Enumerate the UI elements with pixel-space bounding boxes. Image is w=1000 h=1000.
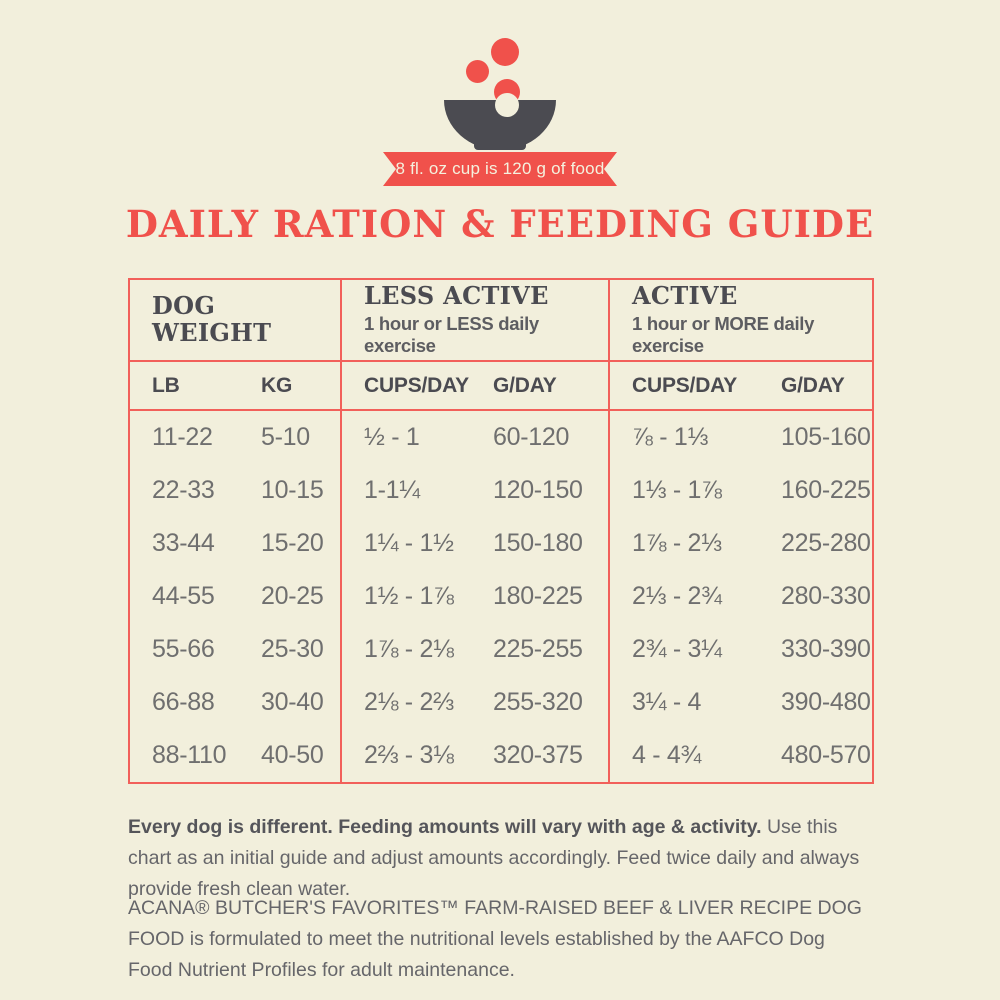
cell-cups-less: 1¼ - 1½ bbox=[340, 517, 471, 570]
cell-kg: 25-30 bbox=[261, 635, 324, 663]
cell-cups-active: 4 - 4¾ bbox=[608, 729, 760, 783]
cell-kg: 15-20 bbox=[261, 529, 324, 557]
col-header-kg: KG bbox=[239, 361, 341, 411]
cell-cups-less: 2⅔ - 3⅛ bbox=[340, 729, 471, 783]
col-header-cups-less: CUPS/DAY bbox=[340, 361, 471, 411]
cell-lb: 88-110 bbox=[152, 741, 227, 769]
cell-cups-active: ⅞ - 1⅓ bbox=[608, 410, 760, 464]
cell-lb: 22-33 bbox=[152, 476, 215, 504]
cell-g-active: 160-225 bbox=[781, 476, 871, 504]
table-row: 33-44 15-20 1¼ - 1½ 150-180 1⅞ - 2⅓ 225-… bbox=[129, 517, 873, 570]
cell-cups-less: 2⅛ - 2⅔ bbox=[340, 676, 471, 729]
less-active-header: LESS ACTIVE bbox=[364, 280, 549, 310]
cell-kg: 20-25 bbox=[261, 582, 324, 610]
cell-cups-less: 1½ - 1⅞ bbox=[340, 570, 471, 623]
cell-g-active: 105-160 bbox=[781, 423, 871, 451]
cell-lb: 11-22 bbox=[152, 423, 213, 451]
table-row: 22-33 10-15 1-1¼ 120-150 1⅓ - 1⅞ 160-225 bbox=[129, 464, 873, 517]
cell-g-active: 330-390 bbox=[781, 635, 871, 663]
cell-g-less: 60-120 bbox=[493, 423, 570, 451]
cell-g-less: 120-150 bbox=[493, 476, 583, 504]
col-group-dog-weight: DOG WEIGHT bbox=[129, 279, 341, 362]
table-row: 44-55 20-25 1½ - 1⅞ 180-225 2⅓ - 2¾ 280-… bbox=[129, 570, 873, 623]
table-row: 11-22 5-10 ½ - 1 60-120 ⅞ - 1⅓ 105-160 bbox=[129, 410, 873, 464]
cell-cups-less: 1⅞ - 2⅛ bbox=[340, 623, 471, 676]
dog-bowl-base bbox=[474, 144, 526, 150]
cup-measure-ribbon: 8 fl. oz cup is 120 g of food bbox=[383, 152, 617, 186]
feeding-note-bold: Every dog is different. Feeding amounts … bbox=[128, 816, 762, 838]
cell-cups-active: 1⅞ - 2⅓ bbox=[608, 517, 760, 570]
table-row: 55-66 25-30 1⅞ - 2⅛ 225-255 2¾ - 3¼ 330-… bbox=[129, 623, 873, 676]
cell-cups-less: ½ - 1 bbox=[340, 410, 471, 464]
cell-cups-active: 3¼ - 4 bbox=[608, 676, 760, 729]
cell-g-less: 150-180 bbox=[493, 529, 583, 557]
cell-kg: 10-15 bbox=[261, 476, 324, 504]
kibble-dot-icon bbox=[466, 60, 489, 83]
col-header-g-less: G/DAY bbox=[471, 361, 610, 411]
col-group-less-active: LESS ACTIVE 1 hour or LESS daily exercis… bbox=[339, 279, 610, 362]
aafco-statement: ACANA® BUTCHER'S FAVORITES™ FARM-RAISED … bbox=[128, 897, 862, 981]
feeding-note: Every dog is different. Feeding amounts … bbox=[128, 812, 872, 904]
cell-g-less: 320-375 bbox=[493, 741, 583, 769]
active-subtitle: 1 hour or MORE daily exercise bbox=[632, 313, 815, 357]
cell-kg: 5-10 bbox=[261, 423, 310, 451]
bowl-rim-notch bbox=[495, 93, 519, 117]
page-title: DAILY RATION & FEEDING GUIDE bbox=[125, 202, 875, 246]
cell-g-active: 225-280 bbox=[781, 529, 871, 557]
col-header-lb: LB bbox=[129, 361, 239, 411]
kibble-dot-icon bbox=[491, 38, 519, 66]
table-group-header-row: DOG WEIGHT LESS ACTIVE 1 hour or LESS da… bbox=[129, 279, 874, 362]
cell-lb: 33-44 bbox=[152, 529, 215, 557]
table-row: 66-88 30-40 2⅛ - 2⅔ 255-320 3¼ - 4 390-4… bbox=[129, 676, 873, 729]
cell-cups-active: 2¾ - 3¼ bbox=[608, 623, 760, 676]
cell-g-active: 280-330 bbox=[781, 582, 871, 610]
col-group-active: ACTIVE 1 hour or MORE daily exercise bbox=[608, 279, 874, 362]
active-header: ACTIVE bbox=[632, 280, 738, 310]
cell-g-active: 480-570 bbox=[781, 741, 871, 769]
cell-cups-active: 1⅓ - 1⅞ bbox=[608, 464, 760, 517]
cell-g-less: 255-320 bbox=[493, 688, 583, 716]
cell-g-active: 390-480 bbox=[781, 688, 871, 716]
cell-kg: 40-50 bbox=[261, 741, 324, 769]
cell-g-less: 180-225 bbox=[493, 582, 583, 610]
less-active-subtitle: 1 hour or LESS daily exercise bbox=[364, 313, 539, 357]
cell-cups-active: 2⅓ - 2¾ bbox=[608, 570, 760, 623]
col-header-cups-active: CUPS/DAY bbox=[608, 361, 760, 411]
table-row: 88-110 40-50 2⅔ - 3⅛ 320-375 4 - 4¾ 480-… bbox=[129, 729, 873, 783]
cup-measure-text: 8 fl. oz cup is 120 g of food bbox=[395, 159, 605, 178]
cell-kg: 30-40 bbox=[261, 688, 324, 716]
cell-lb: 66-88 bbox=[152, 688, 215, 716]
table-column-header-row: LB KG CUPS/DAY G/DAY CUPS/DAY G/DAY bbox=[129, 361, 874, 411]
cell-cups-less: 1-1¼ bbox=[340, 464, 471, 517]
cell-lb: 44-55 bbox=[152, 582, 215, 610]
feeding-note-rest: Use this chart as an initial guide and a… bbox=[128, 816, 860, 900]
cell-lb: 55-66 bbox=[152, 635, 215, 663]
col-header-g-active: G/DAY bbox=[759, 361, 874, 411]
cell-g-less: 225-255 bbox=[493, 635, 583, 663]
dog-weight-header: DOG WEIGHT bbox=[152, 291, 272, 347]
feeding-table: DOG WEIGHT LESS ACTIVE 1 hour or LESS da… bbox=[128, 278, 875, 784]
bowl-illustration: 8 fl. oz cup is 120 g of food bbox=[0, 0, 1000, 190]
